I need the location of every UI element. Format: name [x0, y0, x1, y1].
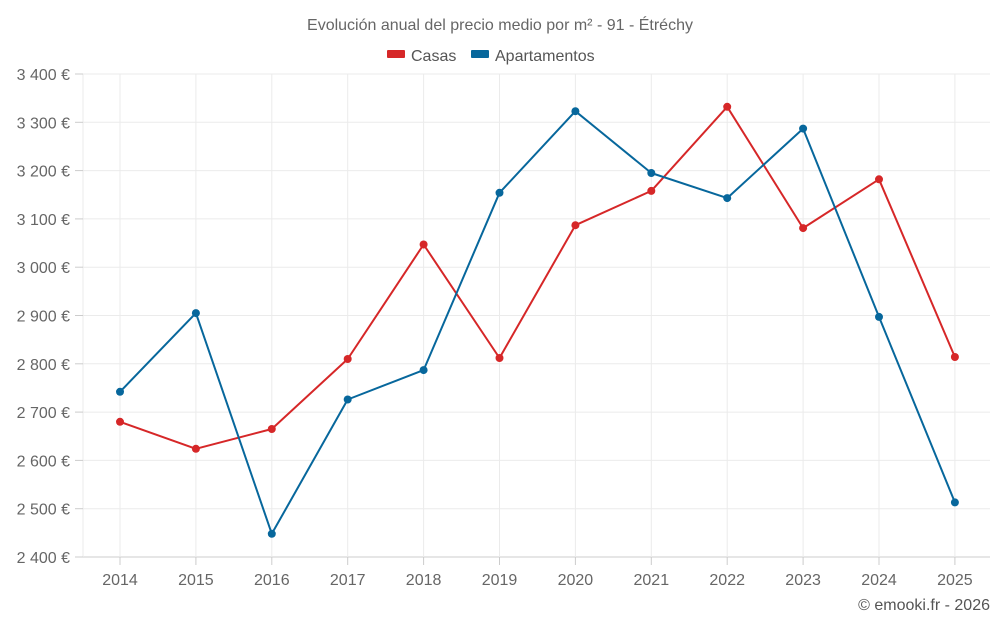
data-point-casas-2016[interactable]	[267, 425, 276, 433]
y-axis: 2 400 € 2 500 € 2 600 € 2 700 € 2 800 € 2 900…	[17, 67, 83, 567]
x-axis: 2014 2015 2016 2017 2018 2019 2020 2021 2022 2023…	[102, 557, 973, 589]
x-tick-label: 2020	[558, 572, 594, 589]
y-tick-label: 3 200 €	[17, 164, 70, 181]
data-point-apartamentos-2020[interactable]	[571, 107, 580, 116]
y-tick-label: 2 400 €	[17, 550, 70, 567]
legend-item-apartamentos[interactable]: Apartamentos	[471, 48, 595, 65]
credit-text: © emooki.fr - 2026	[858, 597, 990, 614]
y-tick-label: 3 000 €	[17, 260, 70, 277]
y-tick-label: 2 600 €	[17, 453, 70, 470]
data-point-casas-2018[interactable]	[419, 240, 428, 249]
data-point-casas-2019[interactable]	[495, 354, 504, 362]
data-point-casas-2023[interactable]	[799, 224, 808, 233]
x-tick-label: 2015	[178, 572, 214, 589]
data-point-casas-2022[interactable]	[723, 102, 732, 111]
data-point-apartamentos-2021[interactable]	[647, 169, 656, 177]
grid	[82, 73, 990, 558]
data-point-casas-2025[interactable]	[950, 353, 959, 361]
x-tick-label: 2018	[406, 572, 442, 589]
legend: Casas Apartamentos	[387, 48, 595, 65]
x-tick-label: 2017	[330, 572, 366, 589]
x-tick-label: 2025	[937, 572, 973, 589]
legend-swatch-apartamentos	[471, 50, 489, 58]
data-point-casas-2020[interactable]	[571, 221, 580, 230]
series-lines	[119, 105, 956, 535]
x-tick-label: 2022	[709, 572, 745, 589]
x-tick-label: 2014	[102, 572, 138, 589]
legend-swatch-casas	[387, 50, 405, 58]
x-tick-label: 2019	[482, 572, 518, 589]
data-point-casas-2024[interactable]	[875, 175, 883, 184]
x-tick-label: 2016	[254, 572, 290, 589]
data-point-apartamentos-2019[interactable]	[495, 188, 504, 197]
y-tick-label: 3 100 €	[17, 212, 70, 229]
y-tick-label: 3 400 €	[17, 67, 70, 84]
data-point-apartamentos-2022[interactable]	[723, 194, 732, 203]
legend-item-casas[interactable]: Casas	[387, 48, 456, 65]
series-line-apartamentos	[119, 110, 956, 535]
data-point-casas-2014[interactable]	[116, 417, 124, 426]
data-point-apartamentos-2018[interactable]	[419, 366, 428, 375]
legend-label-apartamentos: Apartamentos	[495, 48, 595, 65]
data-point-apartamentos-2024[interactable]	[875, 312, 883, 321]
y-tick-label: 2 800 €	[17, 357, 70, 374]
chart-title: Evolución anual del precio medio por m² …	[307, 15, 693, 34]
y-tick-label: 2 500 €	[17, 502, 70, 519]
data-point-apartamentos-2023[interactable]	[799, 124, 808, 133]
y-tick-label: 3 300 €	[17, 115, 70, 132]
legend-label-casas: Casas	[411, 48, 456, 65]
data-point-apartamentos-2016[interactable]	[267, 529, 276, 538]
data-point-casas-2017[interactable]	[343, 355, 352, 363]
series-points	[116, 102, 959, 538]
y-tick-label: 2 700 €	[17, 405, 70, 422]
data-point-apartamentos-2014[interactable]	[116, 387, 124, 396]
data-point-apartamentos-2015[interactable]	[191, 309, 200, 318]
data-point-casas-2015[interactable]	[191, 444, 200, 453]
series-line-casas	[119, 105, 956, 450]
data-point-casas-2021[interactable]	[647, 186, 656, 195]
x-tick-label: 2021	[634, 572, 670, 589]
data-point-apartamentos-2025[interactable]	[950, 498, 959, 507]
x-tick-label: 2023	[785, 572, 821, 589]
y-tick-label: 2 900 €	[17, 309, 70, 326]
data-point-apartamentos-2017[interactable]	[343, 395, 352, 404]
x-tick-label: 2024	[861, 572, 897, 589]
